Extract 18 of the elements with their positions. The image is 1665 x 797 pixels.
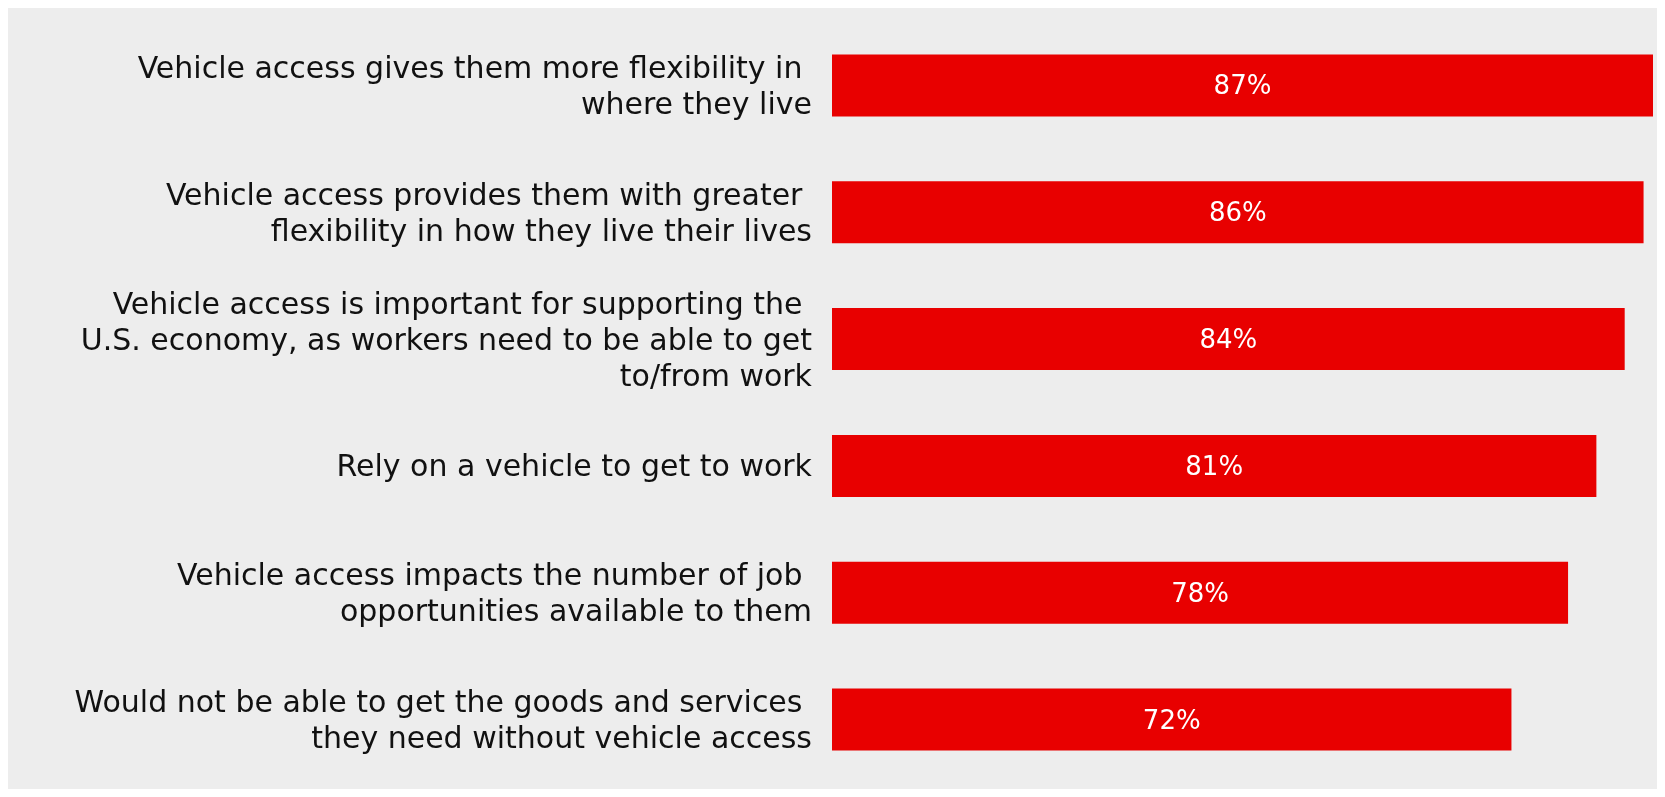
y-tick-label: Rely on a vehicle to get to work	[336, 448, 813, 484]
bar	[832, 561, 1569, 624]
y-tick-label: Would not be able to get the goods and services they need without vehicle access	[74, 684, 812, 756]
data-label: 87%	[1213, 70, 1272, 101]
data-label: 86%	[1208, 197, 1267, 228]
data-label: 72%	[1142, 704, 1201, 735]
y-tick-label: Vehicle access provides them with greater flexibility in how they live their lives	[165, 176, 812, 248]
y-tick-label: Vehicle access gives them more flexibility in where they live	[137, 49, 812, 121]
data-label: 81%	[1185, 450, 1244, 481]
bar	[832, 181, 1644, 244]
bar	[832, 54, 1653, 117]
y-tick-label: Vehicle access impacts the number of job opportunities available to them	[177, 557, 812, 629]
data-label: 78%	[1171, 577, 1229, 608]
bar	[832, 688, 1512, 751]
bar	[832, 308, 1625, 371]
bar	[832, 434, 1597, 497]
y-tick-label: Vehicle access is important for supporting the U.S. economy, as workers need to be able to get to/from work	[80, 285, 813, 393]
data-label: 84%	[1199, 324, 1258, 355]
